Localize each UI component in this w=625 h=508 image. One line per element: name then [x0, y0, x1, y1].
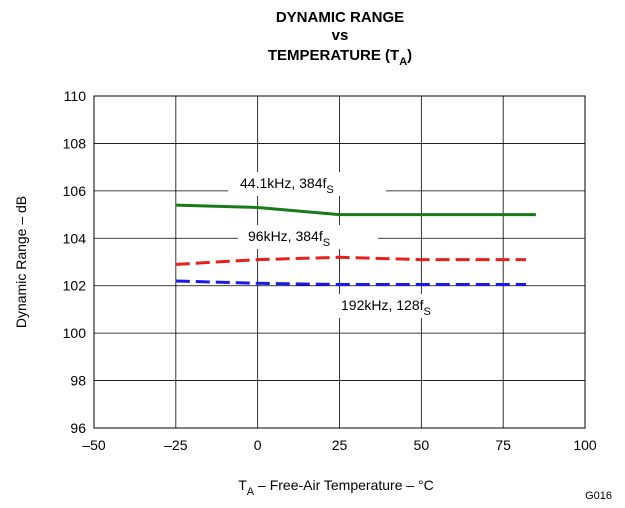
label-44khz-bg: [228, 172, 386, 196]
y-tick-labels: 96 98 100 102 104 106 108 110: [63, 88, 87, 436]
chart-title-line-1: DYNAMIC RANGE: [276, 9, 404, 26]
chart-title-line-2: vs: [332, 27, 349, 44]
label-192khz-main: 192kHz, 128f: [341, 297, 424, 313]
label-192khz: 192kHz, 128fS: [341, 297, 431, 318]
series-line-3: [175, 279, 527, 286]
label-96khz: 96kHz, 384fS: [248, 228, 330, 249]
y-axis-label: Dynamic Range – dB: [13, 196, 29, 328]
label-44khz-sub: S: [326, 184, 333, 196]
series-line-1: [175, 203, 536, 217]
series-line-2: [175, 255, 527, 266]
chart-title-main: TEMPERATURE (T: [268, 47, 399, 64]
x-axis-label: TA – Free-Air Temperature – °C: [238, 477, 434, 498]
label-96khz-main: 96kHz, 384f: [248, 228, 323, 244]
y-tick-label: 106: [63, 183, 87, 199]
chart-title-line-3: TEMPERATURE (TA): [268, 47, 412, 68]
x-tick-labels: –50 –25 0 25 50 75 100: [82, 437, 597, 453]
y-tick-label: 104: [63, 230, 87, 246]
plot-frame: [93, 95, 586, 429]
x-axis-label-main: T: [238, 477, 247, 493]
label-96khz-bg: [238, 225, 378, 249]
y-tick-label: 102: [63, 278, 87, 294]
label-192khz-bg: [332, 294, 456, 318]
y-tick-label: 100: [63, 325, 87, 341]
y-tick-label: 110: [64, 88, 87, 104]
x-tick-label: 50: [414, 437, 430, 453]
y-tick-label: 108: [63, 135, 87, 151]
x-tick-label: –50: [82, 437, 106, 453]
y-tick-label: 96: [70, 420, 86, 436]
x-axis-label-rest: – Free-Air Temperature – °C: [254, 477, 434, 493]
label-192khz-sub: S: [424, 306, 431, 318]
label-96khz-sub: S: [323, 237, 330, 249]
chart-title-close: ): [407, 47, 412, 64]
label-44khz: 44.1kHz, 384fS: [240, 175, 334, 196]
x-tick-label: 0: [254, 437, 262, 453]
grid: [94, 96, 585, 428]
x-tick-label: 100: [573, 437, 597, 453]
chart-title-subscript: A: [399, 56, 407, 68]
figure-code: G016: [585, 490, 612, 502]
series-layer: [175, 203, 536, 286]
x-tick-label: 25: [332, 437, 348, 453]
label-44khz-main: 44.1kHz, 384f: [240, 175, 326, 191]
y-tick-label: 98: [70, 373, 86, 389]
x-tick-label: 75: [495, 437, 511, 453]
x-tick-label: –25: [164, 437, 188, 453]
x-axis-label-sub: A: [247, 486, 255, 498]
